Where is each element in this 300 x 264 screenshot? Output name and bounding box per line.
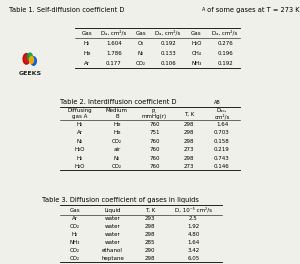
Text: CO₂: CO₂ <box>70 224 80 229</box>
Text: H₂O: H₂O <box>74 147 85 152</box>
Text: N₂: N₂ <box>114 155 120 161</box>
Text: 760: 760 <box>149 155 160 161</box>
Text: H₂: H₂ <box>76 122 82 127</box>
Text: ethanol: ethanol <box>102 248 123 253</box>
Text: Ar: Ar <box>72 216 78 221</box>
Text: 6.05: 6.05 <box>188 256 200 261</box>
Text: Ar: Ar <box>76 130 82 135</box>
Text: 298: 298 <box>145 232 155 237</box>
Text: AB: AB <box>214 100 220 105</box>
Text: GEEKS: GEEKS <box>18 71 42 76</box>
Text: Medium
B: Medium B <box>106 109 128 119</box>
Text: Dₐ, cm²/s: Dₐ, cm²/s <box>101 30 127 36</box>
Text: CO₂: CO₂ <box>112 139 122 144</box>
Text: 3.42: 3.42 <box>188 248 200 253</box>
Text: air: air <box>113 147 121 152</box>
Text: 751: 751 <box>149 130 160 135</box>
Text: 1.92: 1.92 <box>188 224 200 229</box>
Text: 0.192: 0.192 <box>160 41 176 46</box>
Text: H₂: H₂ <box>76 155 82 161</box>
Text: 273: 273 <box>184 147 194 152</box>
Text: Diffusing
gas A: Diffusing gas A <box>67 109 92 119</box>
Text: O₂: O₂ <box>138 41 144 46</box>
Text: H₂O: H₂O <box>74 164 85 169</box>
Text: 1.786: 1.786 <box>106 51 122 56</box>
Text: 760: 760 <box>149 122 160 127</box>
Text: CO₂: CO₂ <box>136 61 146 66</box>
Text: CO₂: CO₂ <box>112 164 122 169</box>
Text: Ar: Ar <box>84 61 90 66</box>
Text: 298: 298 <box>184 155 194 161</box>
Text: 0.743: 0.743 <box>214 155 230 161</box>
Text: Dₐ, cm²/s: Dₐ, cm²/s <box>155 30 181 36</box>
Text: water: water <box>105 240 120 245</box>
Text: Table 3. Diffusion coefficient of gases in liquids: Table 3. Diffusion coefficient of gases … <box>42 197 199 203</box>
Text: water: water <box>105 232 120 237</box>
Text: NH₃: NH₃ <box>70 240 80 245</box>
Text: 4.80: 4.80 <box>188 232 200 237</box>
Text: 0.133: 0.133 <box>160 51 176 56</box>
Text: 298: 298 <box>184 139 194 144</box>
Text: 290: 290 <box>145 248 155 253</box>
Text: N₂: N₂ <box>76 139 82 144</box>
Text: heptane: heptane <box>101 256 124 261</box>
Text: P,
mmHg(r): P, mmHg(r) <box>142 109 167 119</box>
Text: CO₂: CO₂ <box>70 256 80 261</box>
Text: 298: 298 <box>145 224 155 229</box>
Text: H₂: H₂ <box>72 232 78 237</box>
Text: 0.158: 0.158 <box>214 139 230 144</box>
Text: 298: 298 <box>145 256 155 261</box>
Text: 1.64: 1.64 <box>188 240 200 245</box>
Text: He: He <box>113 122 121 127</box>
Text: Dₐ, cm²/s: Dₐ, cm²/s <box>212 30 238 36</box>
Ellipse shape <box>29 56 34 63</box>
Text: Dₐₒ,
cm²/s: Dₐₒ, cm²/s <box>214 108 230 120</box>
Ellipse shape <box>23 54 30 64</box>
Text: 1.64: 1.64 <box>216 122 228 127</box>
Text: 0.276: 0.276 <box>217 41 233 46</box>
Text: 1.604: 1.604 <box>106 41 122 46</box>
Text: 760: 760 <box>149 139 160 144</box>
Text: 2.5: 2.5 <box>189 216 198 221</box>
Text: 285: 285 <box>145 240 155 245</box>
Text: H₂O: H₂O <box>191 41 202 46</box>
Text: of some gases at T = 273 K and p = 0.1 MPa: of some gases at T = 273 K and p = 0.1 M… <box>205 7 300 13</box>
Text: Gas: Gas <box>82 31 92 36</box>
Text: water: water <box>105 216 120 221</box>
Text: 0.219: 0.219 <box>214 147 230 152</box>
Text: Gas: Gas <box>191 31 202 36</box>
Text: Liquid: Liquid <box>104 208 121 213</box>
Text: 760: 760 <box>149 164 160 169</box>
Text: 298: 298 <box>184 122 194 127</box>
Ellipse shape <box>31 57 36 65</box>
Text: 0.703: 0.703 <box>214 130 230 135</box>
Text: Table 2. Interdiffusion coefficient D: Table 2. Interdiffusion coefficient D <box>60 99 176 105</box>
Text: He: He <box>113 130 121 135</box>
Text: A: A <box>202 7 205 12</box>
Text: H₂: H₂ <box>84 41 90 46</box>
Text: Table 1. Self-diffusion coefficient D: Table 1. Self-diffusion coefficient D <box>9 7 124 13</box>
Text: He: He <box>83 51 91 56</box>
Text: 0.192: 0.192 <box>217 61 233 66</box>
Text: CH₄: CH₄ <box>191 51 202 56</box>
Text: NH₃: NH₃ <box>191 61 202 66</box>
Text: T, K: T, K <box>145 208 155 213</box>
Text: N₂: N₂ <box>138 51 144 56</box>
Text: Gas: Gas <box>136 31 146 36</box>
Text: 0.177: 0.177 <box>106 61 122 66</box>
Text: T, K: T, K <box>184 111 194 116</box>
Text: water: water <box>105 224 120 229</box>
Text: 0.106: 0.106 <box>160 61 176 66</box>
Text: 293: 293 <box>145 216 155 221</box>
Text: 298: 298 <box>184 130 194 135</box>
Text: 760: 760 <box>149 147 160 152</box>
Text: CO₂: CO₂ <box>70 248 80 253</box>
Text: 273: 273 <box>184 164 194 169</box>
Text: D, 10⁻⁵ cm²/s: D, 10⁻⁵ cm²/s <box>175 207 212 213</box>
Text: 0.196: 0.196 <box>217 51 233 56</box>
Text: Gas: Gas <box>70 208 80 213</box>
Ellipse shape <box>28 53 32 60</box>
Text: 0.146: 0.146 <box>214 164 230 169</box>
